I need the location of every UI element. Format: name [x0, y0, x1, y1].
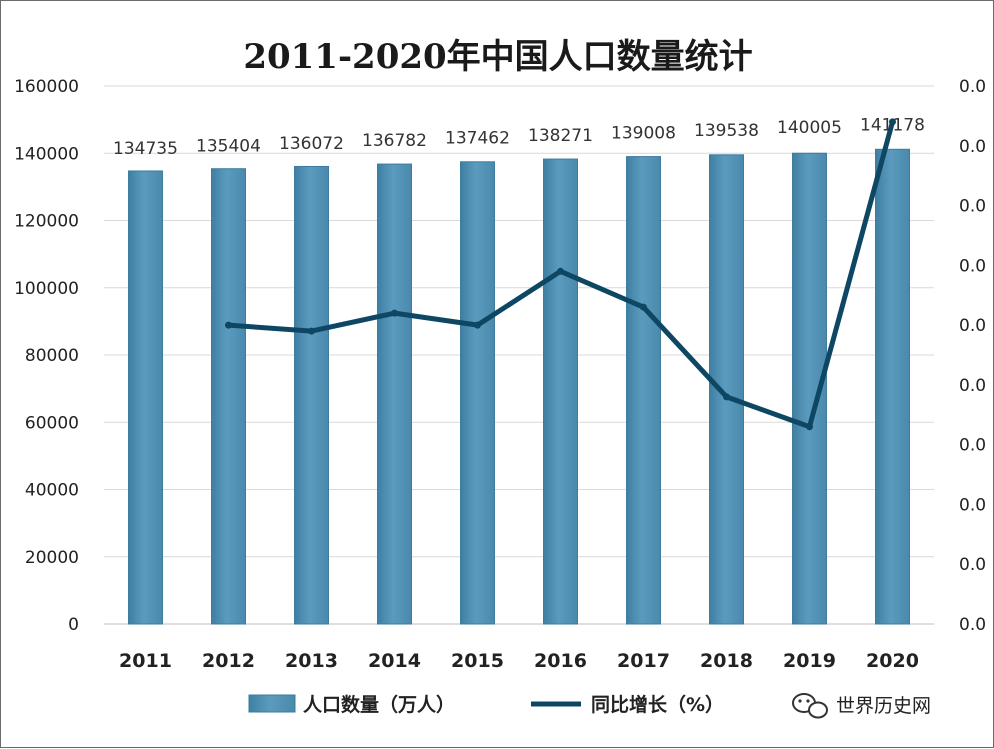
- y-right-tick-label: 0.0: [959, 555, 986, 575]
- y-left-tick-label: 100000: [14, 279, 79, 299]
- growth-point: [308, 327, 315, 335]
- wechat-icon: [792, 693, 828, 719]
- y-left-tick-label: 40000: [25, 481, 79, 501]
- bar: [211, 168, 246, 625]
- y-right-tick-label: 0.0: [959, 77, 986, 97]
- growth-point: [391, 309, 398, 317]
- bar: [626, 156, 661, 625]
- y-left-tick-label: 0: [68, 615, 79, 635]
- bar: [709, 154, 744, 625]
- y-left-tick-label: 160000: [14, 77, 79, 97]
- legend: 人口数量（万人） 同比增长（%）: [248, 693, 724, 716]
- y-axis-left: 0 20000 40000 60000 80000 100000 120000 140000 1…: [14, 77, 79, 635]
- watermark: 世界历史网: [792, 693, 931, 719]
- y-right-tick-label: 0.0: [959, 615, 986, 635]
- growth-point: [889, 118, 896, 126]
- legend-label-growth: 同比增长（%）: [591, 693, 724, 716]
- x-axis: 2011 2012 2013 2014 2015 2016 2017 2018 2019 2020: [119, 650, 919, 672]
- bar-data-label: 138271: [528, 126, 593, 146]
- x-tick-label: 2011: [119, 650, 172, 672]
- y-left-tick-label: 120000: [14, 212, 79, 232]
- growth-point: [474, 321, 481, 329]
- bar-data-label: 134735: [113, 139, 178, 159]
- bar-data-label: 139008: [611, 123, 676, 143]
- growth-point: [806, 423, 813, 431]
- y-right-tick-label: 0.0: [959, 316, 986, 336]
- growth-line-layer: [225, 118, 896, 431]
- y-left-tick-label: 20000: [25, 548, 79, 568]
- bar-data-label: 136782: [362, 131, 427, 151]
- y-right-tick-label: 0.0: [959, 495, 986, 515]
- bar: [294, 165, 329, 625]
- bar-data-label: 136072: [279, 134, 344, 154]
- bars: [128, 148, 910, 625]
- bar: [128, 170, 163, 625]
- bar-data-label: 140005: [777, 118, 842, 138]
- legend-swatch-population: [248, 694, 296, 713]
- bar: [543, 158, 578, 625]
- y-left-tick-label: 60000: [25, 413, 79, 433]
- bar-data-label: 141178: [860, 116, 925, 136]
- bar-data-label: 139538: [694, 121, 759, 141]
- data-labels: 134735 135404 136072 136782 137462 138271 1390…: [113, 116, 925, 159]
- x-tick-label: 2017: [617, 650, 670, 672]
- growth-point: [557, 267, 564, 275]
- growth-point: [723, 393, 730, 401]
- x-tick-label: 2012: [202, 650, 255, 672]
- bar: [460, 161, 495, 625]
- y-axis-right: 0.0 0.0 0.0 0.0 0.0 0.0 0.0 0.0 0.0 0.0: [959, 77, 986, 635]
- growth-point: [225, 321, 232, 329]
- x-tick-label: 2013: [285, 650, 338, 672]
- bar-data-label: 135404: [196, 136, 261, 156]
- bar-data-label: 137462: [445, 129, 510, 149]
- x-tick-label: 2014: [368, 650, 421, 672]
- growth-point: [640, 303, 647, 311]
- y-left-tick-label: 80000: [25, 346, 79, 366]
- y-right-tick-label: 0.0: [959, 376, 986, 396]
- bar: [875, 148, 910, 625]
- bar: [377, 163, 412, 625]
- x-tick-label: 2016: [534, 650, 587, 672]
- y-right-tick-label: 0.0: [959, 256, 986, 276]
- x-tick-label: 2015: [451, 650, 504, 672]
- y-right-tick-label: 0.0: [959, 137, 986, 157]
- x-tick-label: 2019: [783, 650, 836, 672]
- legend-label-population: 人口数量（万人）: [303, 693, 455, 716]
- watermark-text: 世界历史网: [836, 695, 931, 717]
- y-left-tick-label: 140000: [14, 144, 79, 164]
- x-tick-label: 2018: [700, 650, 753, 672]
- chart-title: 2011-2020年中国人口数量统计: [243, 37, 752, 77]
- y-right-tick-label: 0.0: [959, 436, 986, 456]
- y-right-tick-label: 0.0: [959, 197, 986, 217]
- x-tick-label: 2020: [866, 650, 919, 672]
